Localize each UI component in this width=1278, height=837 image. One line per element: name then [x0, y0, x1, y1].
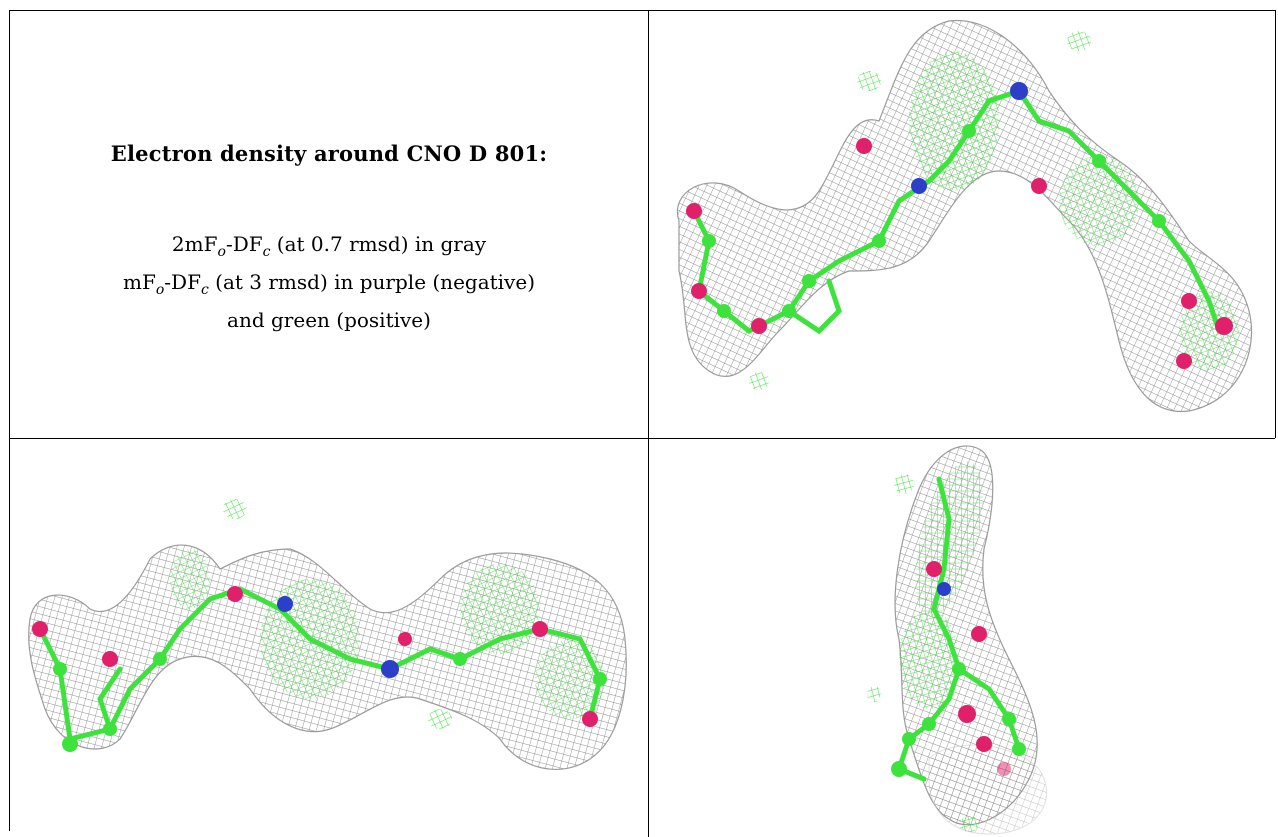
density-panel-bottom-left [10, 439, 648, 837]
figure-grid [9, 10, 1276, 831]
caption-legend: 2mFo-DFc (at 0.7 rmsd) in gray mFo-DFc (… [10, 229, 648, 335]
ligand-atoms [891, 561, 1026, 777]
ligand-bonds [691, 88, 1222, 335]
density-panel-bottom-right [649, 439, 1278, 837]
grid-right-border [1275, 10, 1276, 438]
ligand-atoms [32, 586, 607, 752]
caption-line-positive: and green (positive) [227, 308, 431, 332]
density-panel-top-right [649, 11, 1275, 438]
positive-density-blobs [749, 31, 1239, 390]
grid-vertical-divider [648, 10, 649, 837]
caption-title: Electron density around CNO D 801: [110, 141, 548, 166]
caption-line-difference: mFo-DFc (at 3 rmsd) in purple (negative) [123, 270, 535, 298]
ligand-atoms [686, 82, 1233, 369]
caption-line-gray: 2mFo-DFc (at 0.7 rmsd) in gray [171, 232, 487, 260]
caption-cell: Electron density around CNO D 801: 2mFo-… [10, 11, 648, 438]
grid-horizontal-divider [9, 438, 1275, 439]
